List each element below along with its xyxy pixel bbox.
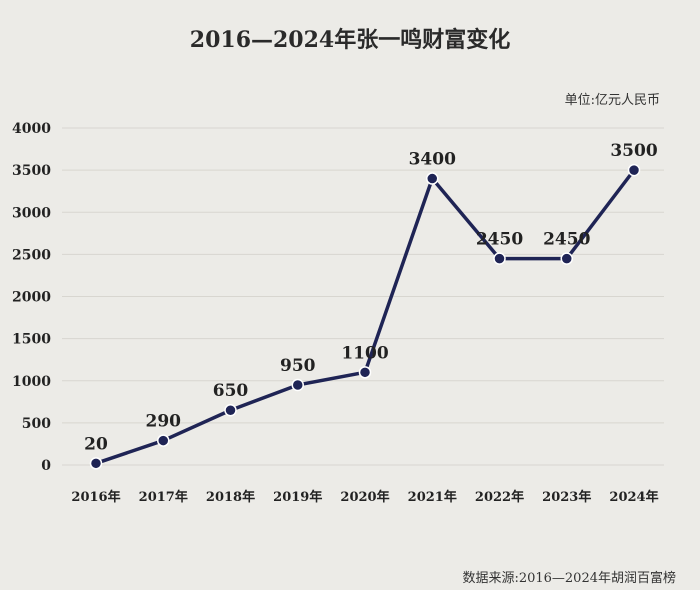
data-label: 3500 xyxy=(610,141,657,161)
y-axis: 0 500 1000 1500 2000 2500 3000 3500 4000 xyxy=(12,121,51,474)
data-label: 2450 xyxy=(543,230,590,250)
data-point xyxy=(560,252,573,265)
y-tick-label: 2000 xyxy=(12,290,51,306)
data-label: 3400 xyxy=(409,150,456,170)
data-label: 2450 xyxy=(476,230,523,250)
unit-label: 单位:亿元人民币 xyxy=(565,93,660,108)
grid xyxy=(62,127,664,466)
x-tick-label: 2022年 xyxy=(475,489,524,505)
y-tick-label: 0 xyxy=(41,458,51,474)
data-point xyxy=(358,366,372,379)
data-labels: 20 290 650 950 1100 3400 2450 2450 3500 xyxy=(84,141,658,454)
y-tick-label: 3000 xyxy=(12,205,51,221)
y-tick-label: 500 xyxy=(22,416,51,432)
data-label: 20 xyxy=(84,434,108,454)
x-tick-label: 2020年 xyxy=(340,489,389,505)
x-tick-label: 2016年 xyxy=(71,489,120,505)
data-point xyxy=(291,378,304,392)
x-tick-label: 2019年 xyxy=(273,489,322,505)
y-tick-label: 3500 xyxy=(12,163,51,179)
y-tick-label: 1500 xyxy=(12,332,51,348)
source-note: 数据来源:2016—2024年胡润百富榜 xyxy=(462,570,676,586)
data-label: 650 xyxy=(213,381,249,401)
data-label: 1100 xyxy=(341,343,388,363)
x-tick-label: 2024年 xyxy=(609,489,658,505)
data-point xyxy=(426,172,439,185)
data-point xyxy=(157,434,170,447)
data-point xyxy=(493,252,506,265)
x-tick-label: 2021年 xyxy=(408,489,457,505)
y-tick-label: 2500 xyxy=(12,247,51,263)
data-label: 950 xyxy=(280,356,316,376)
series xyxy=(89,163,641,470)
x-axis: 2016年 2017年 2018年 2019年 2020年 2021年 2022年 2023年… xyxy=(71,489,658,505)
data-point xyxy=(89,457,103,470)
y-tick-label: 4000 xyxy=(12,121,51,137)
y-tick-label: 1000 xyxy=(12,374,51,390)
data-point xyxy=(224,403,237,417)
chart-title: 2016—2024年张一鸣财富变化 xyxy=(190,27,510,53)
data-label: 290 xyxy=(146,412,182,432)
data-point xyxy=(627,163,641,177)
x-tick-label: 2018年 xyxy=(206,489,255,505)
x-tick-label: 2017年 xyxy=(139,489,188,505)
x-tick-label: 2023年 xyxy=(542,489,591,505)
